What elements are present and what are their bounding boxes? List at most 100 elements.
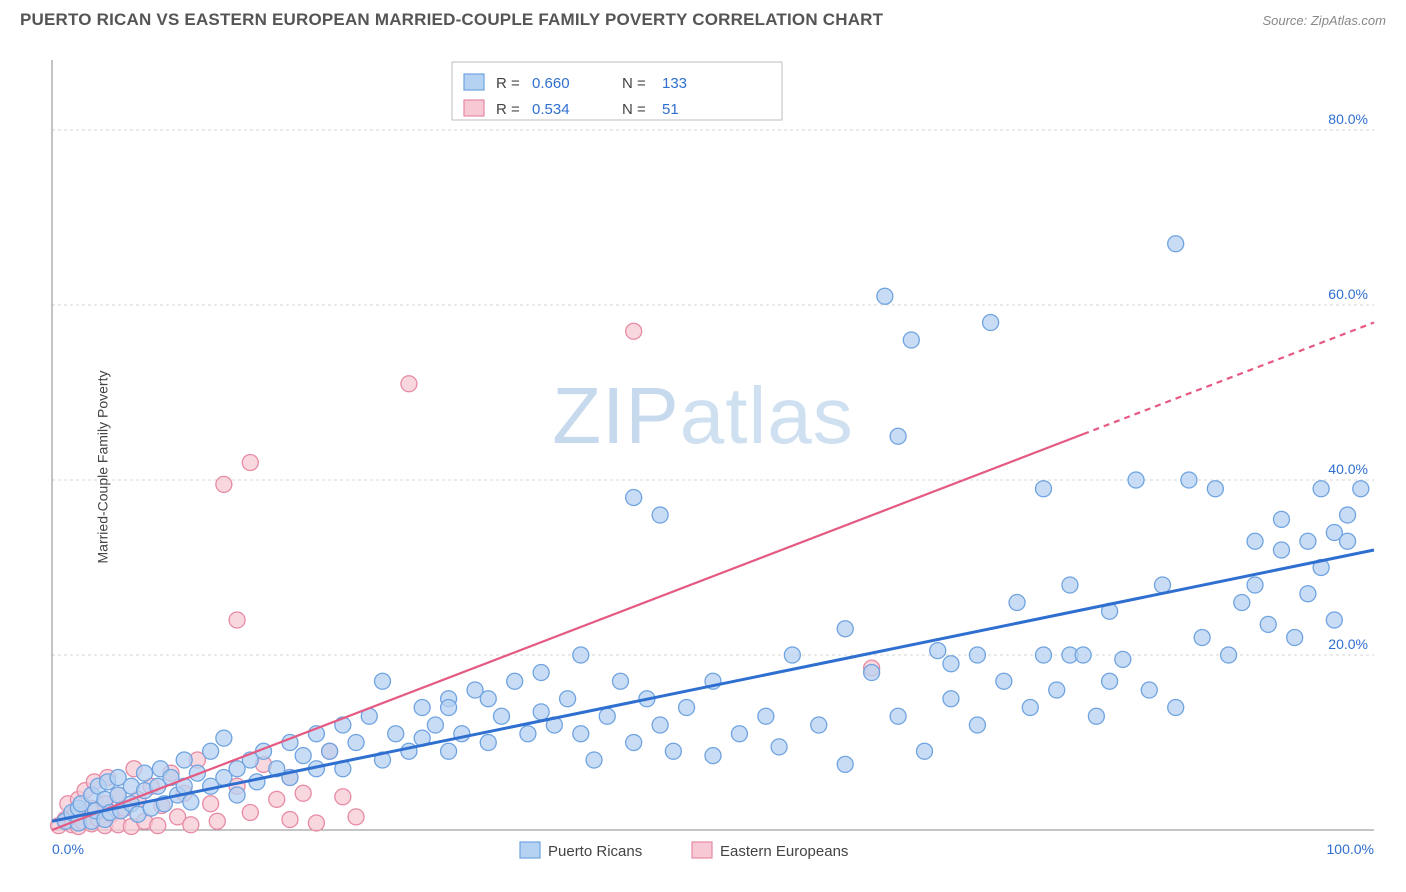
data-point — [388, 726, 404, 742]
data-point — [864, 665, 880, 681]
y-tick-label: 40.0% — [1328, 461, 1368, 477]
data-point — [731, 726, 747, 742]
data-point — [269, 791, 285, 807]
data-point — [348, 809, 364, 825]
data-point — [705, 748, 721, 764]
data-point — [533, 704, 549, 720]
data-point — [626, 735, 642, 751]
data-point — [1313, 481, 1329, 497]
regression-line — [52, 550, 1374, 821]
data-point — [679, 700, 695, 716]
regression-line-dashed — [1083, 323, 1374, 435]
data-point — [1340, 507, 1356, 523]
data-point — [560, 691, 576, 707]
legend-n-label: N = — [622, 101, 646, 118]
chart-container: Married-Couple Family Poverty ZIPatlas 2… — [0, 42, 1406, 892]
bottom-legend-swatch — [520, 842, 540, 858]
data-point — [837, 621, 853, 637]
data-point — [903, 332, 919, 348]
data-point — [1009, 595, 1025, 611]
data-point — [586, 752, 602, 768]
data-point — [1273, 511, 1289, 527]
data-point — [890, 708, 906, 724]
data-point — [969, 647, 985, 663]
data-point — [1036, 481, 1052, 497]
data-point — [1207, 481, 1223, 497]
legend-n-label: N = — [622, 75, 646, 92]
data-point — [137, 765, 153, 781]
data-point — [665, 743, 681, 759]
data-point — [626, 490, 642, 506]
legend-n-value: 133 — [662, 75, 687, 92]
data-point — [1049, 682, 1065, 698]
x-tick-label: 100.0% — [1327, 841, 1374, 857]
bottom-legend-swatch — [692, 842, 712, 858]
data-point — [758, 708, 774, 724]
source-name: ZipAtlas.com — [1311, 13, 1386, 28]
data-point — [1181, 472, 1197, 488]
data-point — [917, 743, 933, 759]
legend-n-value: 51 — [662, 101, 679, 118]
x-tick-label: 0.0% — [52, 841, 84, 857]
data-point — [599, 708, 615, 724]
data-point — [1075, 647, 1091, 663]
data-point — [652, 717, 668, 733]
data-point — [203, 743, 219, 759]
data-point — [183, 817, 199, 833]
data-point — [229, 612, 245, 628]
legend-r-label: R = — [496, 101, 520, 118]
data-point — [176, 752, 192, 768]
data-point — [626, 323, 642, 339]
regression-line — [52, 434, 1083, 830]
data-point — [1273, 542, 1289, 558]
data-point — [520, 726, 536, 742]
data-point — [573, 726, 589, 742]
data-point — [150, 818, 166, 834]
data-point — [1036, 647, 1052, 663]
data-point — [493, 708, 509, 724]
data-point — [1234, 595, 1250, 611]
data-point — [348, 735, 364, 751]
data-point — [441, 700, 457, 716]
data-point — [983, 315, 999, 331]
data-point — [507, 673, 523, 689]
y-tick-label: 60.0% — [1328, 286, 1368, 302]
data-point — [441, 743, 457, 759]
data-point — [784, 647, 800, 663]
data-point — [930, 643, 946, 659]
data-point — [1340, 533, 1356, 549]
data-point — [1300, 586, 1316, 602]
data-point — [837, 756, 853, 772]
data-point — [335, 789, 351, 805]
data-point — [242, 455, 258, 471]
data-point — [652, 507, 668, 523]
data-point — [401, 376, 417, 392]
data-point — [427, 717, 443, 733]
legend-swatch — [464, 74, 484, 90]
data-point — [1260, 616, 1276, 632]
data-point — [1102, 673, 1118, 689]
data-point — [1247, 577, 1263, 593]
data-point — [1022, 700, 1038, 716]
source-attribution: Source: ZipAtlas.com — [1262, 13, 1386, 28]
data-point — [375, 673, 391, 689]
data-point — [295, 785, 311, 801]
legend-r-label: R = — [496, 75, 520, 92]
y-axis-label: Married-Couple Family Poverty — [94, 371, 110, 564]
data-point — [308, 815, 324, 831]
legend-r-value: 0.660 — [532, 75, 570, 92]
data-point — [216, 476, 232, 492]
bottom-legend-label: Puerto Ricans — [548, 843, 642, 860]
data-point — [890, 428, 906, 444]
data-point — [969, 717, 985, 733]
bottom-legend-label: Eastern Europeans — [720, 843, 848, 860]
data-point — [1115, 651, 1131, 667]
data-point — [996, 673, 1012, 689]
y-tick-label: 80.0% — [1328, 111, 1368, 127]
data-point — [1326, 612, 1342, 628]
data-point — [242, 805, 258, 821]
y-tick-label: 20.0% — [1328, 636, 1368, 652]
chart-title: PUERTO RICAN VS EASTERN EUROPEAN MARRIED… — [20, 10, 883, 30]
data-point — [877, 288, 893, 304]
data-point — [183, 794, 199, 810]
